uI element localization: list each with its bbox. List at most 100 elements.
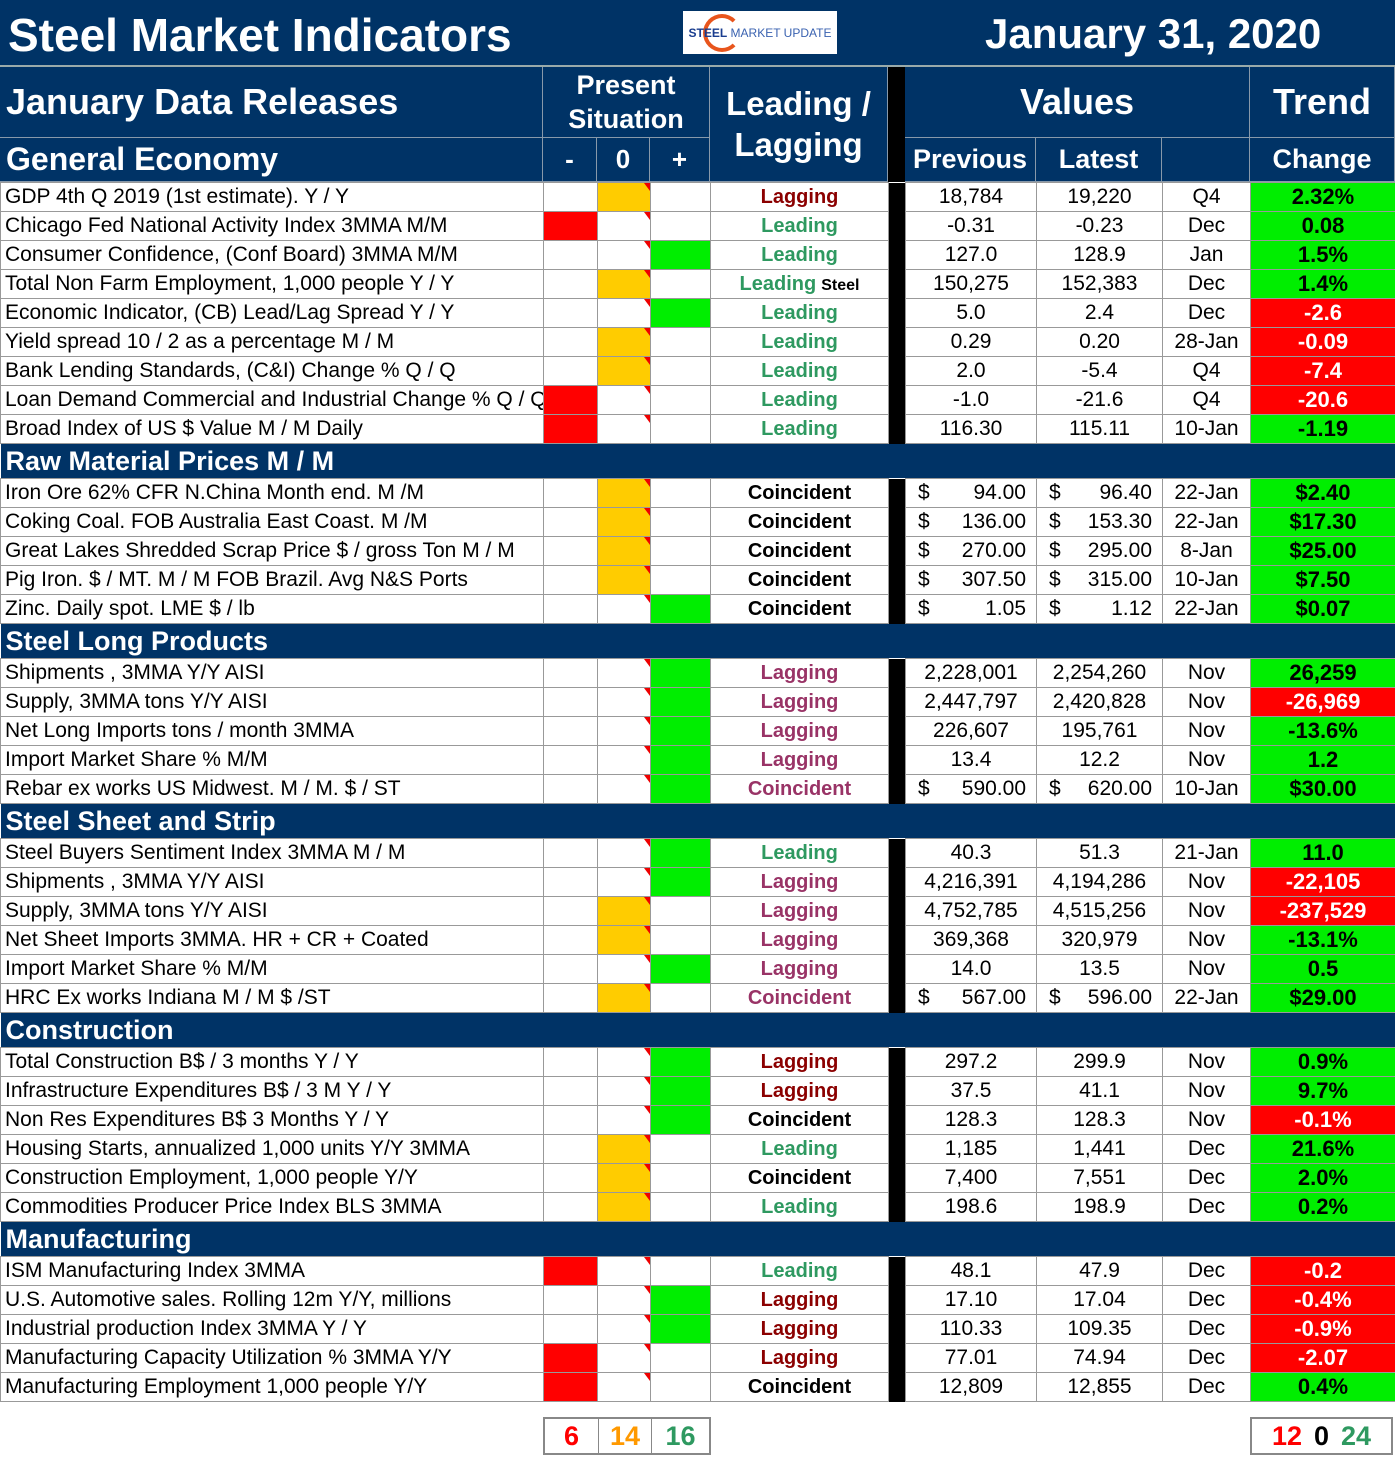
- indicator-type: Lagging: [711, 868, 889, 897]
- signal-negative-cell: [544, 241, 598, 270]
- values-header: Values: [905, 67, 1250, 138]
- period: 8-Jan: [1163, 537, 1251, 566]
- currency-symbol: $: [918, 986, 930, 1010]
- currency-symbol: $: [918, 539, 930, 563]
- divider: [889, 688, 906, 717]
- trend-change: -26,969: [1251, 688, 1395, 717]
- previous-value: 77.01: [906, 1344, 1037, 1373]
- trend-change: 0.2%: [1251, 1193, 1395, 1222]
- trend-negative-total: 12: [1272, 1419, 1302, 1453]
- indicator-name: Net Long Imports tons / month 3MMA: [1, 717, 544, 746]
- indicator-row: Chicago Fed National Activity Index 3MMA…: [1, 212, 1395, 241]
- period: Dec: [1163, 1257, 1251, 1286]
- latest-value: 41.1: [1037, 1077, 1163, 1106]
- indicator-name: Manufacturing Employment 1,000 people Y/…: [1, 1373, 544, 1402]
- signal-negative-cell: [544, 1315, 598, 1344]
- signal-positive-cell: [651, 537, 711, 566]
- period: Dec: [1163, 299, 1251, 328]
- indicator-type: Lagging: [711, 1077, 889, 1106]
- trend-change: 1.5%: [1251, 241, 1395, 270]
- signal-positive-cell: [651, 270, 711, 299]
- signal-positive-cell: [651, 897, 711, 926]
- previous-value: 13.4: [906, 746, 1037, 775]
- previous-value: 48.1: [906, 1257, 1037, 1286]
- currency-symbol: $: [1049, 777, 1061, 801]
- divider: [888, 67, 905, 182]
- latest-value: 74.94: [1037, 1344, 1163, 1373]
- period: Dec: [1163, 1193, 1251, 1222]
- previous-value: $136.00: [906, 508, 1037, 537]
- currency-symbol: $: [918, 777, 930, 801]
- latest-value: 47.9: [1037, 1257, 1163, 1286]
- signal-negative-cell: [544, 1193, 598, 1222]
- latest-value: $1.12: [1037, 595, 1163, 624]
- indicator-type: Coincident: [711, 595, 889, 624]
- indicator-type: Lagging: [711, 955, 889, 984]
- trend-change: 9.7%: [1251, 1077, 1395, 1106]
- latest-value: 2.4: [1037, 299, 1163, 328]
- indicator-name: Net Sheet Imports 3MMA. HR + CR + Coated: [1, 926, 544, 955]
- indicator-type: Leading: [711, 328, 889, 357]
- currency-symbol: $: [918, 568, 930, 592]
- divider: [889, 1106, 906, 1135]
- period: Dec: [1163, 212, 1251, 241]
- latest-value: 4,515,256: [1037, 897, 1163, 926]
- section-header: Steel Long Products: [1, 624, 1395, 659]
- indicator-type: Coincident: [711, 1106, 889, 1135]
- previous-value: 7,400: [906, 1164, 1037, 1193]
- signal-negative-cell: [544, 357, 598, 386]
- latest-value: 128.9: [1037, 241, 1163, 270]
- latest-value: $315.00: [1037, 566, 1163, 595]
- previous-value: 2,228,001: [906, 659, 1037, 688]
- period: Nov: [1163, 897, 1251, 926]
- indicator-name: ISM Manufacturing Index 3MMA: [1, 1257, 544, 1286]
- signal-positive-cell: [651, 386, 711, 415]
- indicator-name: Yield spread 10 / 2 as a percentage M / …: [1, 328, 544, 357]
- indicator-type: Lagging: [711, 746, 889, 775]
- indicator-row: Bank Lending Standards, (C&I) Change % Q…: [1, 357, 1395, 386]
- signal-neutral-cell: [598, 955, 651, 984]
- leading-lagging-header: Leading / Lagging: [710, 67, 888, 182]
- totals-footer: 6 14 16 12 0 24: [0, 1402, 1395, 1465]
- signal-negative-cell: [544, 537, 598, 566]
- indicator-name: Economic Indicator, (CB) Lead/Lag Spread…: [1, 299, 544, 328]
- divider: [889, 1164, 906, 1193]
- signal-neutral-cell: [598, 659, 651, 688]
- latest-value: 1,441: [1037, 1135, 1163, 1164]
- signal-positive-cell: [651, 955, 711, 984]
- signal-neutral-cell: [598, 328, 651, 357]
- signal-neutral-cell: [598, 386, 651, 415]
- signal-neutral-cell: [598, 984, 651, 1013]
- divider: [889, 241, 906, 270]
- indicator-name: Broad Index of US $ Value M / M Daily: [1, 415, 544, 444]
- divider: [889, 479, 906, 508]
- indicator-type: Coincident: [711, 537, 889, 566]
- signal-neutral-cell: [598, 537, 651, 566]
- latest-value: $295.00: [1037, 537, 1163, 566]
- signal-neutral-cell: [598, 926, 651, 955]
- indicator-name: Loan Demand Commercial and Industrial Ch…: [1, 386, 544, 415]
- signal-positive-cell: [651, 328, 711, 357]
- amount: 270.00: [962, 539, 1026, 563]
- amount: 315.00: [1088, 568, 1152, 592]
- previous-value: $94.00: [906, 479, 1037, 508]
- signal-positive-cell: [651, 508, 711, 537]
- indicator-type: Leading: [711, 839, 889, 868]
- signal-neutral-cell: [598, 595, 651, 624]
- signal-neutral-cell: [598, 566, 651, 595]
- signal-negative-cell: [544, 897, 598, 926]
- indicator-type: Leading: [711, 212, 889, 241]
- latest-value: 51.3: [1037, 839, 1163, 868]
- signal-negative-cell: [544, 868, 598, 897]
- period: Dec: [1163, 1373, 1251, 1402]
- zero-total: 14: [599, 1419, 652, 1453]
- divider: [889, 212, 906, 241]
- section-general-economy: General Economy: [0, 138, 543, 182]
- divider: [889, 1315, 906, 1344]
- amount: 153.30: [1088, 510, 1152, 534]
- signal-neutral-cell: [598, 897, 651, 926]
- signal-negative-cell: [544, 984, 598, 1013]
